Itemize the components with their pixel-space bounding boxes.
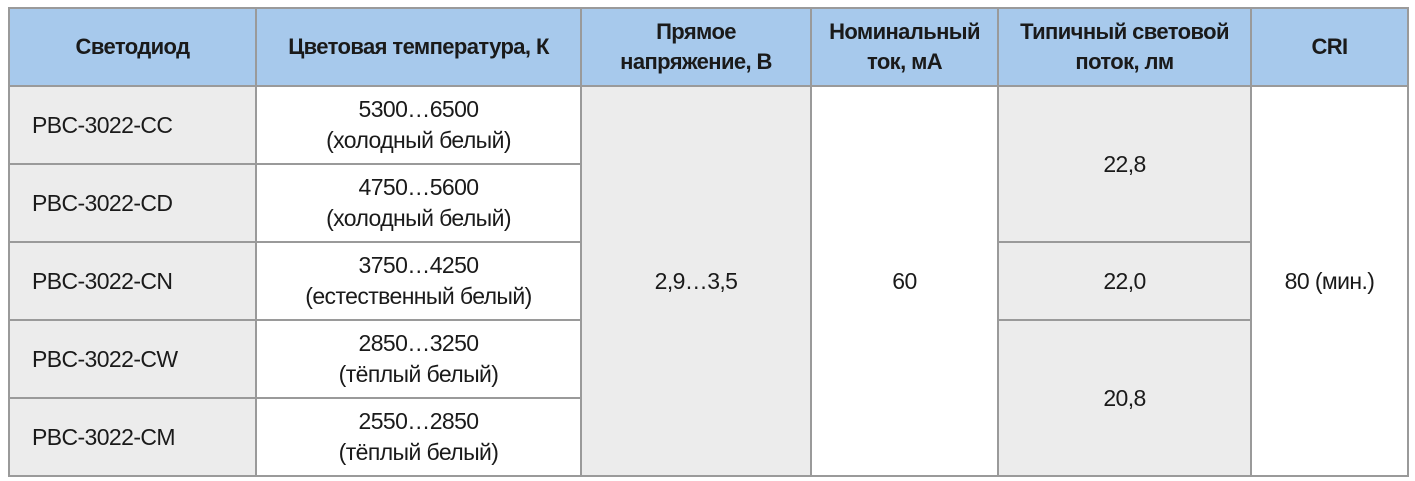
table-row: PBC-3022-CC 5300…6500 (холодный белый) 2,… xyxy=(8,85,1409,477)
header-voltage-line1: Прямое xyxy=(656,19,736,44)
header-flux: Типичный световой поток, лм xyxy=(997,7,1252,87)
cri-cell: 80 (мин.) xyxy=(1250,85,1409,477)
header-current: Номинальный ток, мА xyxy=(810,7,999,87)
temp-desc: (холодный белый) xyxy=(326,127,511,153)
table-row: PBC-3022-CM 2550…2850 (тёплый белый) xyxy=(8,397,1408,477)
table-row: PBC-3022-CD 4750…5600 (холодный белый) xyxy=(8,163,1408,243)
temp-cell: 3750…4250 (естественный белый) xyxy=(255,241,582,321)
led-specs-table: Светодиод Цветовая температура, К Прямое… xyxy=(8,7,1409,477)
header-current-line2: ток, мА xyxy=(866,49,943,74)
header-cri: CRI xyxy=(1250,7,1409,87)
temp-desc: (холодный белый) xyxy=(326,205,511,231)
header-led: Светодиод xyxy=(8,7,257,87)
led-cell: PBC-3022-CD xyxy=(8,163,257,243)
current-cell: 60 xyxy=(810,85,999,477)
header-flux-line1: Типичный световой xyxy=(1020,19,1229,44)
voltage-cell: 2,9…3,5 xyxy=(580,85,812,477)
temp-desc: (тёплый белый) xyxy=(338,439,499,465)
temp-cell: 2850…3250 (тёплый белый) xyxy=(255,319,582,399)
header-temp: Цветовая температура, К xyxy=(255,7,582,87)
table-row: PBC-3022-CW 2850…3250 (тёплый белый) 20,8 xyxy=(8,319,1408,477)
temp-desc: (тёплый белый) xyxy=(338,361,499,387)
temp-range: 4750…5600 xyxy=(358,174,480,200)
header-voltage: Прямое напряжение, В xyxy=(580,7,812,87)
table-row: PBC-3022-CN 3750…4250 (естественный белый… xyxy=(8,241,1408,321)
flux-cell: 22,8 xyxy=(997,85,1252,243)
header-current-line1: Номинальный xyxy=(829,19,980,44)
temp-range: 2550…2850 xyxy=(358,408,480,434)
temp-range: 2850…3250 xyxy=(358,330,480,356)
temp-desc: (естественный белый) xyxy=(305,283,532,309)
led-cell: PBC-3022-CW xyxy=(8,319,257,399)
header-row: Светодиод Цветовая температура, К Прямое… xyxy=(8,7,1409,87)
temp-cell: 5300…6500 (холодный белый) xyxy=(255,85,582,165)
temp-range: 3750…4250 xyxy=(358,252,480,278)
temp-cell: 2550…2850 (тёплый белый) xyxy=(255,397,582,477)
led-cell: PBC-3022-CC xyxy=(8,85,257,165)
led-cell: PBC-3022-CM xyxy=(8,397,257,477)
temp-cell: 4750…5600 (холодный белый) xyxy=(255,163,582,243)
flux-cell: 22,0 xyxy=(997,241,1252,321)
flux-cell: 20,8 xyxy=(997,319,1252,477)
led-cell: PBC-3022-CN xyxy=(8,241,257,321)
temp-range: 5300…6500 xyxy=(358,96,480,122)
header-flux-line2: поток, лм xyxy=(1075,49,1174,74)
header-voltage-line2: напряжение, В xyxy=(620,49,772,74)
